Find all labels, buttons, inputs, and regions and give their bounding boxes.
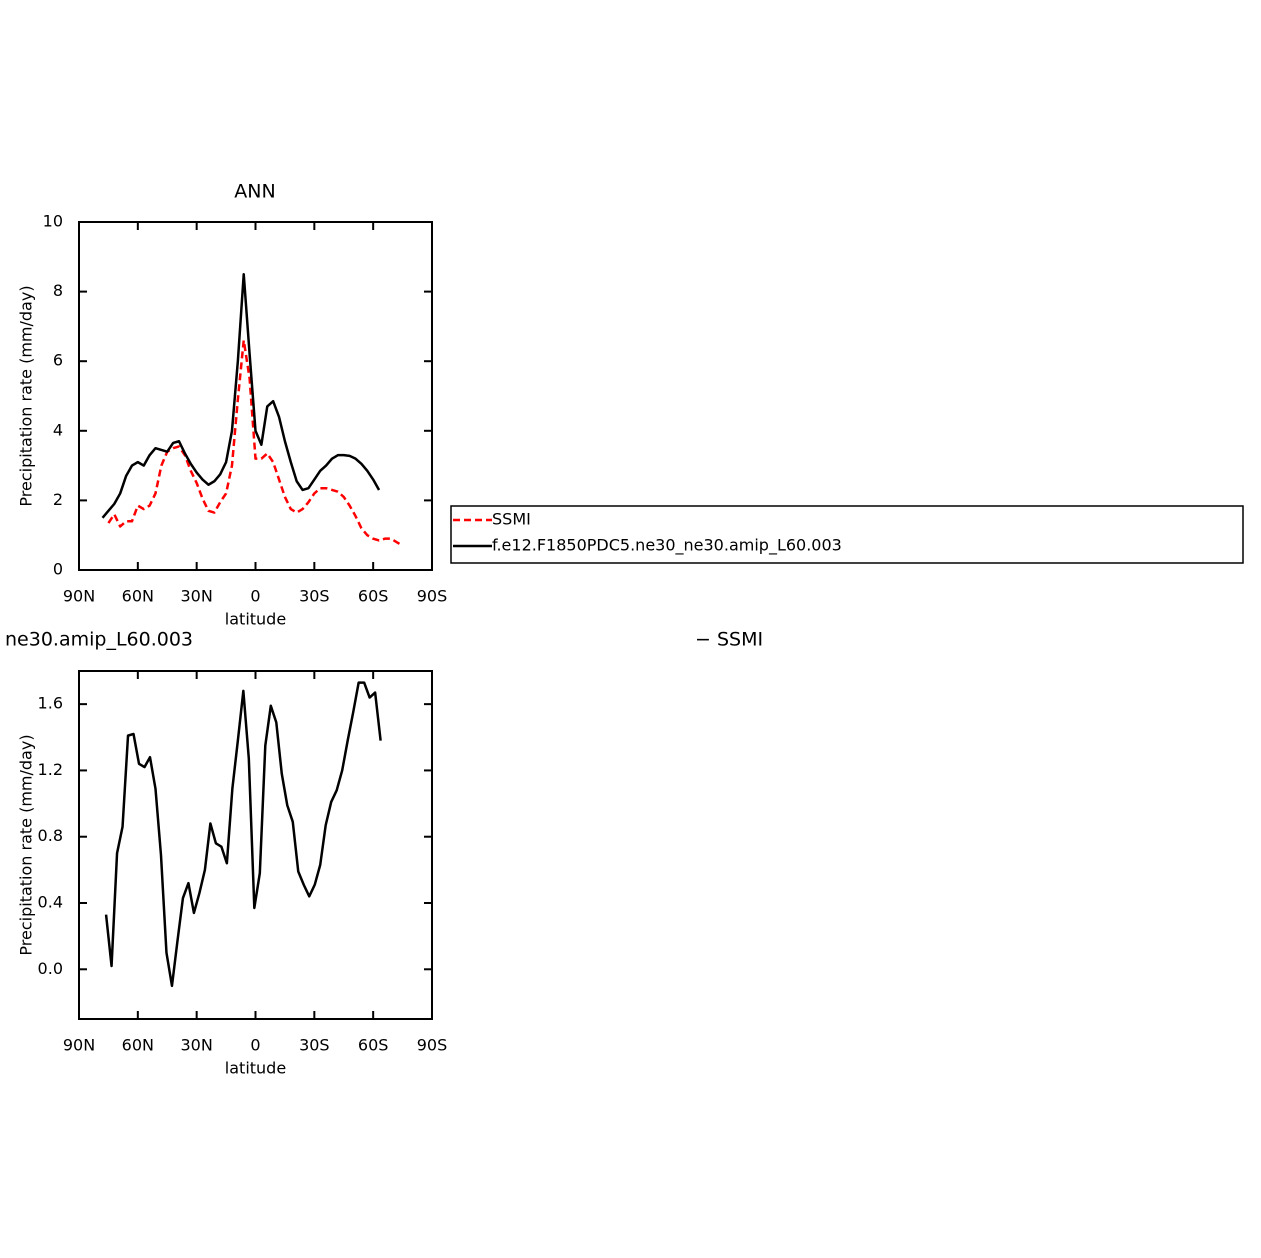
x-tick-label: 90N — [63, 1036, 95, 1055]
x-axis-label: latitude — [225, 1059, 286, 1078]
data-line — [101, 272, 381, 519]
legend-label: SSMI — [492, 510, 531, 529]
x-tick-label: 60N — [122, 587, 154, 606]
y-tick-label: 2 — [53, 490, 63, 509]
legend-label: f.e12.F1850PDC5.ne30_ne30.amip_L60.003 — [492, 536, 842, 556]
y-tick-label: 1.2 — [38, 760, 63, 779]
x-tick-label: 90N — [63, 587, 95, 606]
x-tick-label: 30S — [299, 1036, 330, 1055]
x-tick-label: 30N — [181, 1036, 213, 1055]
x-tick-label: 90S — [417, 587, 448, 606]
x-tick-label: 60S — [358, 587, 389, 606]
x-tick-label: 0 — [250, 587, 260, 606]
y-tick-label: 1.6 — [38, 694, 63, 713]
y-tick-label: 10 — [43, 212, 63, 231]
legend-box — [450, 505, 1244, 564]
y-tick-label: 0.8 — [38, 826, 63, 845]
chart-title: ANN — [234, 181, 275, 203]
y-axis-label: Precipitation rate (mm/day) — [17, 734, 36, 955]
x-tick-label: 60S — [358, 1036, 389, 1055]
plot-frame — [78, 221, 433, 571]
y-tick-label: 0.4 — [38, 893, 63, 912]
chart-title: ne30.amip_L60.003 — [5, 629, 193, 651]
data-line — [107, 339, 404, 547]
y-axis-label: Precipitation rate (mm/day) — [17, 285, 36, 506]
y-tick-label: 0 — [53, 560, 63, 579]
x-tick-label: 60N — [122, 1036, 154, 1055]
y-tick-label: 6 — [53, 351, 63, 370]
x-axis-label: latitude — [225, 610, 286, 629]
y-tick-label: 8 — [53, 281, 63, 300]
x-tick-label: 30N — [181, 587, 213, 606]
y-tick-label: 4 — [53, 420, 63, 439]
chart-subtitle: − SSMI — [695, 629, 763, 651]
x-tick-label: 0 — [250, 1036, 260, 1055]
x-tick-label: 90S — [417, 1036, 448, 1055]
y-tick-label: 0.0 — [38, 959, 63, 978]
x-tick-label: 30S — [299, 587, 330, 606]
data-line — [104, 681, 382, 988]
